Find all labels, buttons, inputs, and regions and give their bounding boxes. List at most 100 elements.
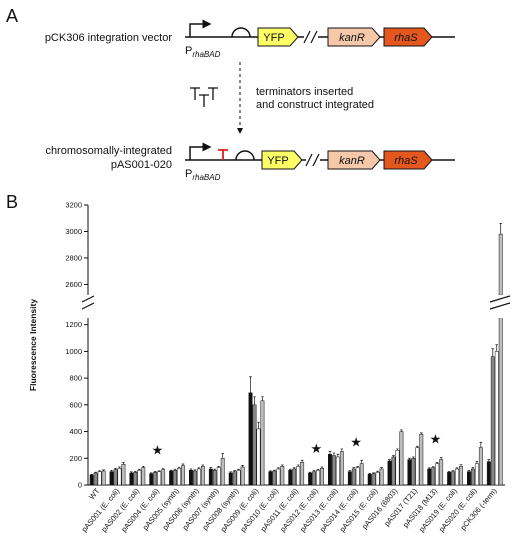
significance-star: ★: [311, 441, 323, 456]
bar: [260, 400, 265, 486]
bar: [478, 447, 483, 486]
bar: [157, 471, 162, 486]
bar: [467, 471, 471, 486]
segment-clip: [494, 344, 499, 486]
bar: [347, 471, 352, 486]
significance-star: ★: [430, 432, 442, 447]
error-bar: [296, 464, 300, 467]
bar: [117, 468, 122, 486]
bar: [455, 468, 459, 486]
bar: [316, 470, 320, 486]
bar: [371, 473, 376, 486]
segment-clip: [208, 467, 213, 486]
y-tick-label: 2600: [65, 280, 82, 289]
break-gap: [306, 157, 320, 163]
segment-clip: [200, 464, 205, 486]
promoter-name: P: [185, 45, 192, 57]
bar: [89, 474, 94, 486]
y-tick-label: 1200: [65, 320, 82, 329]
error-bar: [419, 432, 423, 435]
bar: [101, 470, 106, 486]
segment-clip: [216, 465, 221, 486]
bar: [212, 470, 217, 486]
error-bar: [439, 457, 443, 460]
segment-clip: [351, 467, 356, 486]
error-bar: [348, 470, 352, 472]
bar: [391, 456, 396, 486]
error-bar: [388, 459, 391, 461]
error-bar: [312, 470, 316, 472]
bar: [494, 351, 499, 486]
segment-clip: [427, 467, 432, 486]
error-bar: [149, 472, 153, 474]
bar: [435, 463, 440, 486]
construct-bottom: YFP kanR rhaS PrhaBAD: [185, 142, 455, 182]
bar: [177, 468, 181, 486]
segment-clip: [93, 471, 98, 486]
rhas-gene: [383, 27, 433, 47]
error-bar: [427, 467, 431, 469]
process-text: terminators inserted: [256, 86, 353, 98]
bar: [387, 460, 392, 486]
segment-clip: [490, 348, 495, 486]
error-bar: [300, 459, 304, 463]
promoter-arrow: [189, 19, 212, 37]
error-bar: [153, 471, 157, 473]
segment-clip: [391, 455, 396, 486]
error-bar: [408, 457, 411, 460]
error-bar: [169, 469, 173, 471]
gene-label: kanR: [339, 155, 365, 167]
break-gap: [304, 34, 318, 40]
bar: [459, 466, 463, 486]
error-bar: [221, 453, 225, 459]
bar: [399, 431, 404, 486]
bar: [320, 468, 324, 486]
gene-label: rhaS: [394, 32, 418, 44]
segment-clip: [339, 448, 344, 486]
y-tick-label: 600: [69, 400, 82, 409]
error-bar: [102, 469, 105, 471]
segment-clip: [435, 461, 440, 486]
bar: [292, 468, 297, 486]
bar: [447, 472, 452, 486]
construct-label: pAS001-020: [111, 159, 172, 171]
segment-clip: [399, 429, 404, 486]
bar: [268, 471, 273, 486]
promoter-label: PrhaBAD: [185, 45, 221, 59]
error-bar: [292, 467, 296, 469]
segment-clip: [193, 469, 197, 486]
segment-clip: [137, 468, 142, 486]
bar: [498, 233, 503, 295]
error-bar: [233, 470, 236, 472]
segment-clip: [292, 467, 297, 486]
kanr-gene: [327, 27, 381, 47]
bar: [471, 468, 475, 486]
segment-clip: [486, 459, 491, 486]
significance-star: ★: [350, 434, 362, 449]
error-bar: [90, 473, 93, 475]
construct-label: pCK306 integration vector: [45, 32, 173, 44]
error-bar: [177, 466, 181, 469]
bar: [296, 466, 301, 486]
error-bar: [316, 468, 320, 471]
segment-clip: [256, 421, 261, 486]
bar: [113, 469, 118, 486]
bar: [252, 404, 257, 486]
segment-clip: [395, 448, 400, 486]
segment-clip: [498, 223, 503, 295]
bar: [490, 356, 495, 486]
segment-clip: [332, 452, 336, 486]
bar: [419, 433, 424, 486]
segment-clip: [387, 459, 392, 486]
bar: [236, 470, 241, 486]
gene-label: YFP: [267, 155, 288, 167]
segment-clip: [153, 471, 158, 486]
segment-clip: [439, 457, 444, 486]
bar: [332, 455, 336, 486]
promoter-name: P: [185, 168, 192, 180]
error-bar: [213, 468, 217, 471]
segment-clip: [411, 456, 416, 486]
segment-clip: [474, 461, 479, 486]
segment-clip: [220, 453, 225, 486]
